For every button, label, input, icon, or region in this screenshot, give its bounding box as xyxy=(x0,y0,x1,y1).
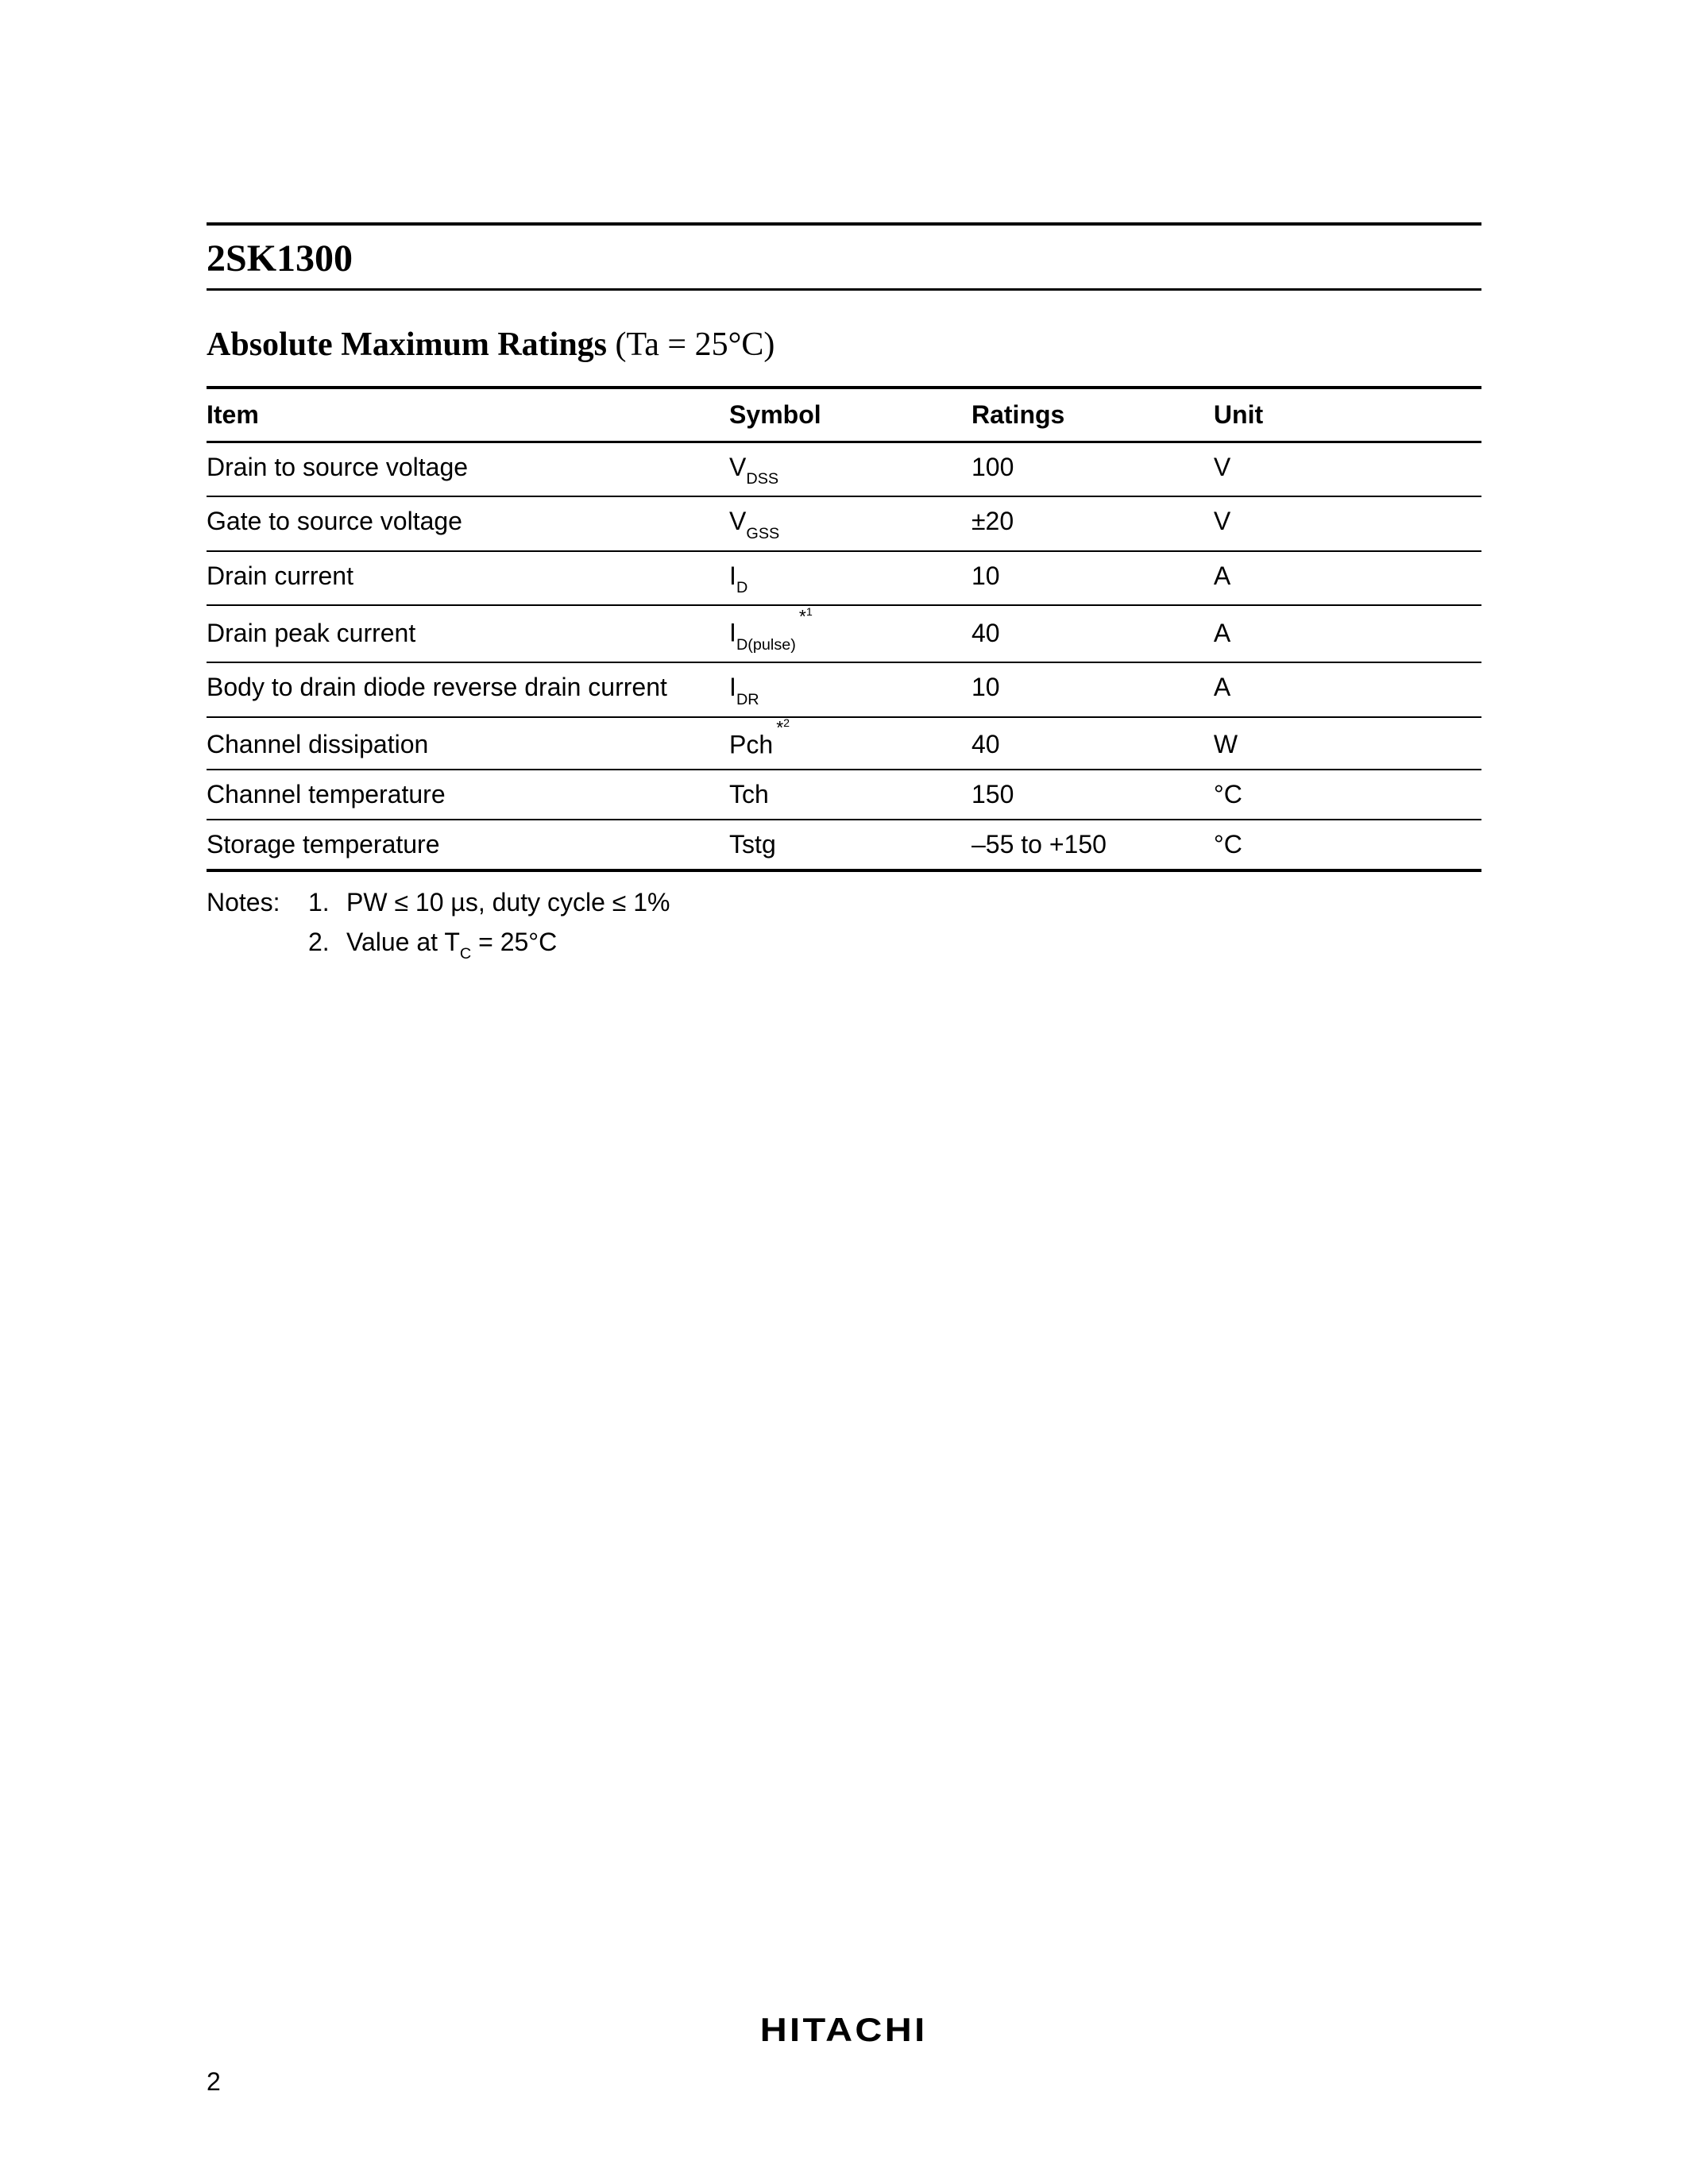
note-text: Value at TC = 25°C xyxy=(346,923,1481,964)
cell-item: Drain current xyxy=(207,551,729,605)
table-row: Drain peak currentID(pulse)*140A xyxy=(207,605,1481,662)
cell-item: Storage temperature xyxy=(207,820,729,870)
cell-item: Channel temperature xyxy=(207,770,729,820)
cell-item: Body to drain diode reverse drain curren… xyxy=(207,662,729,716)
cell-item: Channel dissipation xyxy=(207,717,729,770)
note-number: 2. xyxy=(308,923,346,964)
cell-unit: V xyxy=(1214,496,1481,550)
cell-unit: °C xyxy=(1214,770,1481,820)
cell-unit: W xyxy=(1214,717,1481,770)
cell-rating: 40 xyxy=(971,717,1214,770)
cell-item: Drain to source voltage xyxy=(207,442,729,497)
col-header-item: Item xyxy=(207,388,729,442)
section-title-condition: (Ta = 25°C) xyxy=(607,326,774,363)
table-row: Gate to source voltageVGSS±20V xyxy=(207,496,1481,550)
top-rule xyxy=(207,222,1481,226)
part-number-heading: 2SK1300 xyxy=(207,233,1481,288)
note-number: 1. xyxy=(308,883,346,923)
notes-label: Notes: xyxy=(207,883,308,923)
section-title: Absolute Maximum Ratings (Ta = 25°C) xyxy=(207,326,1481,364)
cell-symbol: Pch*2 xyxy=(729,717,971,770)
cell-rating: 100 xyxy=(971,442,1214,497)
cell-rating: 10 xyxy=(971,662,1214,716)
cell-symbol: Tch xyxy=(729,770,971,820)
table-row: Channel temperatureTch150°C xyxy=(207,770,1481,820)
cell-symbol: ID xyxy=(729,551,971,605)
notes-label-spacer xyxy=(207,923,308,964)
cell-symbol: VGSS xyxy=(729,496,971,550)
cell-rating: –55 to +150 xyxy=(971,820,1214,870)
footer-brand: HITACHI xyxy=(0,2011,1688,2049)
cell-rating: 10 xyxy=(971,551,1214,605)
cell-symbol: IDR xyxy=(729,662,971,716)
notes-block: Notes: 1. PW ≤ 10 µs, duty cycle ≤ 1% 2.… xyxy=(207,883,1481,964)
col-header-rating: Ratings xyxy=(971,388,1214,442)
datasheet-page: 2SK1300 Absolute Maximum Ratings (Ta = 2… xyxy=(0,0,1688,2184)
note-row: Notes: 1. PW ≤ 10 µs, duty cycle ≤ 1% xyxy=(207,883,1481,923)
table-row: Storage temperatureTstg–55 to +150°C xyxy=(207,820,1481,870)
note-row: 2. Value at TC = 25°C xyxy=(207,923,1481,964)
table-row: Drain to source voltageVDSS100V xyxy=(207,442,1481,497)
cell-unit: A xyxy=(1214,662,1481,716)
cell-rating: 150 xyxy=(971,770,1214,820)
table-row: Channel dissipationPch*240W xyxy=(207,717,1481,770)
cell-item: Gate to source voltage xyxy=(207,496,729,550)
cell-unit: A xyxy=(1214,605,1481,662)
table-row: Drain currentID10A xyxy=(207,551,1481,605)
hitachi-logo-text: HITACHI xyxy=(760,2011,928,2049)
heading-underline xyxy=(207,288,1481,291)
section-title-main: Absolute Maximum Ratings xyxy=(207,326,607,363)
cell-symbol: Tstg xyxy=(729,820,971,870)
cell-symbol: VDSS xyxy=(729,442,971,497)
page-number: 2 xyxy=(207,2067,221,2097)
col-header-symbol: Symbol xyxy=(729,388,971,442)
table-row: Body to drain diode reverse drain curren… xyxy=(207,662,1481,716)
cell-symbol: ID(pulse)*1 xyxy=(729,605,971,662)
col-header-unit: Unit xyxy=(1214,388,1481,442)
cell-unit: A xyxy=(1214,551,1481,605)
table-header-row: Item Symbol Ratings Unit xyxy=(207,388,1481,442)
cell-item: Drain peak current xyxy=(207,605,729,662)
ratings-table: Item Symbol Ratings Unit Drain to source… xyxy=(207,386,1481,872)
cell-unit: V xyxy=(1214,442,1481,497)
cell-rating: 40 xyxy=(971,605,1214,662)
cell-unit: °C xyxy=(1214,820,1481,870)
cell-rating: ±20 xyxy=(971,496,1214,550)
note-text: PW ≤ 10 µs, duty cycle ≤ 1% xyxy=(346,883,1481,923)
